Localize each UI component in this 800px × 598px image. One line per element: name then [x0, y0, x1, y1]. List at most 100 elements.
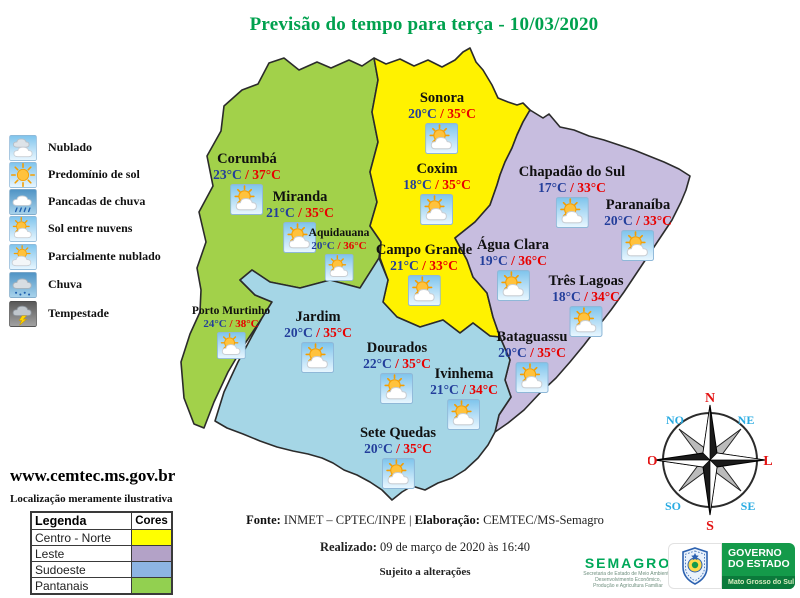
legend-table-title: Legenda — [30, 511, 132, 530]
page-title: Previsão do tempo para terça - 10/03/202… — [249, 14, 599, 35]
sun-behind-cloud-icon — [408, 275, 441, 306]
legend-item-label: Sol entre nuvens — [48, 221, 133, 235]
city-marker-aquidauana: Aquidauana 20°C / 36°C — [308, 227, 370, 286]
legend-table: Legenda Cores Centro - Norte Leste Sudoe… — [30, 511, 173, 595]
city-temps: 20°C / 35°C — [498, 345, 566, 361]
city-marker-chapadao-do-sul: Chapadão do Sul 17°C / 33°C — [519, 164, 625, 233]
sun-behind-cloud-icon — [425, 123, 458, 154]
semagro-logo: SEMAGRO Secretaria de Estado de Meio Amb… — [578, 555, 678, 589]
governo-do-estado-logo: GOVERNO DO ESTADO Mato Grosso do Sul — [668, 543, 795, 589]
sun-behind-cloud-icon — [8, 216, 38, 242]
legend-table-colors-header: Cores — [131, 511, 173, 530]
legend-item-label: Tempestade — [48, 306, 109, 320]
city-marker-paranaiba: Paranaíba 20°C / 33°C — [604, 197, 672, 266]
source-line: Fonte: INMET – CPTEC/INPE | Elaboração: … — [125, 513, 725, 528]
state-coat-of-arms-icon — [668, 543, 722, 589]
city-name: Jardim — [295, 309, 341, 325]
city-marker-ivinhema: Ivinhema 21°C / 34°C — [430, 366, 498, 435]
rain-showers-icon — [8, 189, 38, 215]
compass-ne-label: NE — [738, 413, 755, 427]
sun-behind-cloud-icon — [301, 342, 334, 373]
compass-rose-icon: N S O L NO NE SO SE — [648, 392, 772, 532]
city-name: Três Lagoas — [548, 273, 624, 289]
city-marker-coxim: Coxim 18°C / 35°C — [403, 161, 471, 230]
compass-se-label: SE — [741, 499, 756, 513]
legend-color-swatch — [131, 529, 173, 546]
city-temps: 21°C / 34°C — [430, 382, 498, 398]
legend-item-label: Predomínio de sol — [48, 167, 140, 181]
city-name: Água Clara — [476, 237, 550, 253]
city-temps: 22°C / 35°C — [363, 356, 431, 372]
legend-item-predominio-de-sol: Predomínio de sol — [8, 161, 140, 188]
legend-item-label: Nublado — [48, 140, 93, 154]
semagro-subtitle: Produção e Agricultura Familiar — [593, 583, 663, 589]
website-url: www.cemtec.ms.gov.br — [10, 466, 176, 485]
issued-line: Realizado: 09 de março de 2020 às 16:40 — [125, 540, 725, 555]
storm-icon — [8, 301, 38, 327]
sun-behind-cloud-icon — [447, 399, 480, 430]
legend-row-label: Sudoeste — [30, 561, 132, 578]
city-name: Dourados — [366, 340, 428, 356]
table-row: Sudoeste — [30, 561, 173, 578]
compass-n-label: N — [705, 392, 715, 406]
city-marker-sete-quedas: Sete Quedas 20°C / 35°C — [360, 425, 436, 494]
city-name: Ivinhema — [434, 366, 494, 382]
city-temps: 21°C / 35°C — [266, 205, 334, 221]
city-marker-porto-murtinho: Porto Murtinho 24°C / 38°C — [192, 305, 270, 364]
governo-green-panel: GOVERNO DO ESTADO Mato Grosso do Sul — [722, 543, 795, 589]
city-marker-bataguassu: Bataguassu 20°C / 35°C — [497, 329, 567, 398]
elaboration-value: CEMTEC/MS-Semagro — [479, 513, 604, 527]
legend-color-swatch — [131, 577, 173, 595]
source-value: INMET – CPTEC/INPE | — [280, 513, 415, 527]
sun-behind-cloud-icon — [420, 194, 453, 225]
city-temps: 20°C / 35°C — [364, 441, 432, 457]
city-name: Sonora — [419, 90, 465, 106]
legend-item-nublado: Nublado — [8, 134, 92, 161]
city-name: Aquidauana — [308, 227, 370, 239]
sun-behind-cloud-icon — [230, 184, 263, 215]
city-name: Miranda — [272, 189, 328, 205]
legend-item-label: Pancadas de chuva — [48, 194, 146, 208]
legend-item-label: Chuva — [48, 277, 83, 291]
city-temps: 18°C / 35°C — [403, 177, 471, 193]
cloudy-icon — [8, 135, 38, 161]
city-temps: 17°C / 33°C — [538, 180, 606, 196]
city-name: Chapadão do Sul — [518, 164, 626, 180]
city-temps: 20°C / 35°C — [284, 325, 352, 341]
sun-behind-cloud-icon — [621, 230, 654, 261]
compass-nw-label: NO — [666, 413, 684, 427]
compass-s-label: S — [706, 519, 714, 532]
legend-item-chuva: Chuva — [8, 271, 82, 298]
city-marker-tres-lagoas: Três Lagoas 18°C / 34°C — [548, 273, 624, 342]
city-name: Corumbá — [217, 151, 277, 167]
elaboration-label: Elaboração: — [414, 513, 480, 527]
legend-row-label: Leste — [30, 545, 132, 562]
rain-icon — [8, 272, 38, 298]
city-temps: 23°C / 37°C — [213, 167, 281, 183]
city-marker-agua-clara: Água Clara 19°C / 36°C — [477, 237, 549, 306]
city-temps: 21°C / 33°C — [390, 258, 458, 274]
city-temps: 20°C / 33°C — [604, 213, 672, 229]
city-name: Coxim — [416, 161, 458, 177]
city-marker-campo-grande: Campo Grande 21°C / 33°C — [376, 242, 472, 311]
legend-row-label: Pantanais — [30, 577, 132, 595]
table-row: Pantanais — [30, 577, 173, 595]
city-temps: 18°C / 34°C — [552, 289, 620, 305]
city-temps: 24°C / 38°C — [203, 317, 259, 330]
governo-state-name: Mato Grosso do Sul — [722, 576, 795, 589]
city-marker-miranda: Miranda 21°C / 35°C — [266, 189, 334, 258]
legend-item-sol-entre-nuvens: Sol entre nuvens — [8, 215, 132, 242]
legend-row-label: Centro - Norte — [30, 529, 132, 546]
table-row: Centro - Norte — [30, 529, 173, 546]
issued-value: 09 de março de 2020 às 16:40 — [376, 540, 531, 554]
sun-behind-cloud-icon — [380, 373, 413, 404]
city-name: Paranaíba — [605, 197, 671, 213]
semagro-name: SEMAGRO — [584, 555, 672, 571]
sun-behind-cloud-icon — [496, 270, 529, 301]
governo-line1: GOVERNO — [728, 547, 782, 559]
city-marker-corumba: Corumbá 23°C / 37°C — [213, 151, 281, 220]
sun-behind-cloud-icon — [515, 362, 548, 393]
city-temps: 20°C / 35°C — [408, 106, 476, 122]
compass-w-label: O — [648, 454, 658, 469]
